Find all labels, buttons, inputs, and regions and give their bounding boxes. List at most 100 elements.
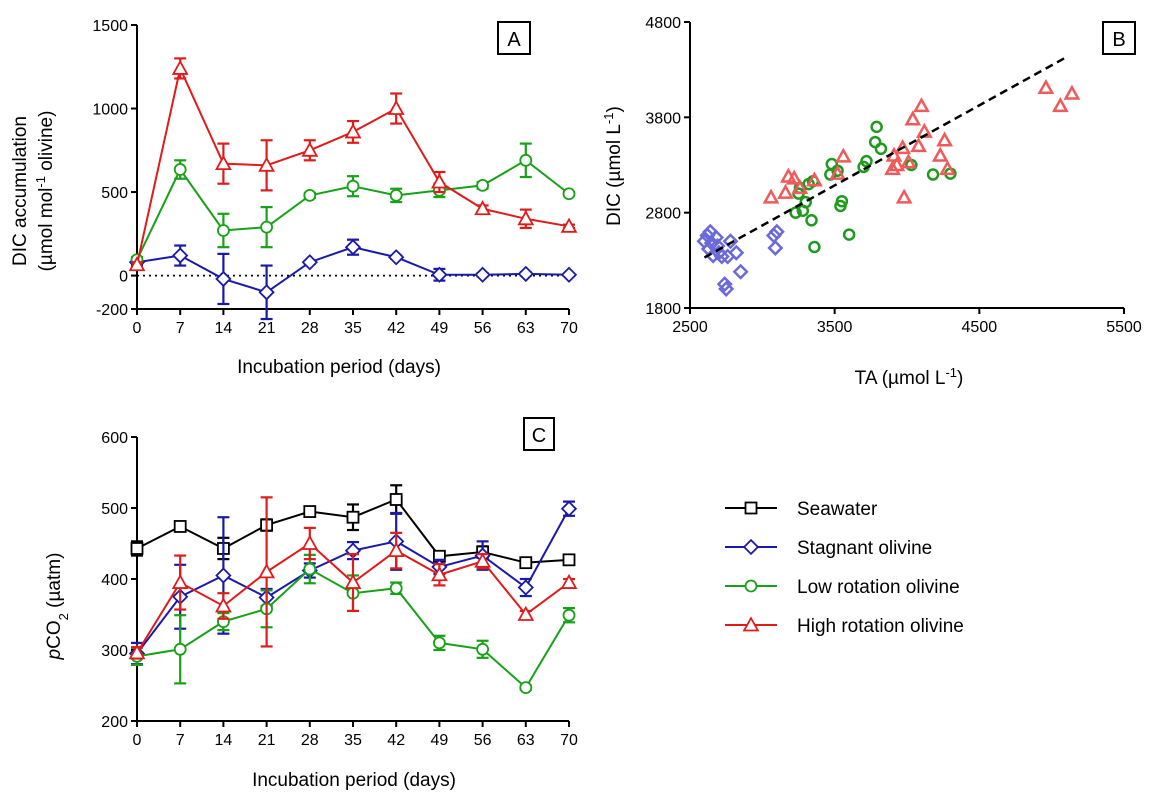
panel-c-point-high_rotation <box>214 597 232 613</box>
legend-label-stagnant: Stagnant olivine <box>797 538 932 559</box>
panel-b-point-scatter_high <box>791 179 809 195</box>
legend-marker-shape-stagnant <box>742 538 760 556</box>
panel-b-point-scatter_stagnant <box>722 233 739 250</box>
panel-b-point-scatter_low <box>799 195 812 209</box>
panel-b-point-scatter_stagnant <box>713 248 730 265</box>
legend: Seawater Stagnant olivine Low rotation o… <box>725 499 964 637</box>
panel-a-point-stagnant <box>344 239 362 256</box>
panel-a-point-stagnant <box>431 266 448 283</box>
panel-b-point-scatter_stagnant <box>718 280 735 297</box>
panel-c-x-tick-label: 21 <box>258 732 276 749</box>
panel-b-trendline <box>703 56 1067 259</box>
panel-b-series-scatter_stagnant <box>696 223 785 297</box>
panel-a-y-tick-label: 0 <box>119 269 128 286</box>
panel-c-x-tick-label: 49 <box>431 732 449 749</box>
svg-text:DIC (µmol L-1): DIC (µmol L-1) <box>601 106 626 226</box>
panel-b-x-tick-label: 4500 <box>962 319 998 336</box>
panel-a-series-line-high_rotation <box>136 65 570 265</box>
panel-c-point-high_rotation <box>258 563 276 579</box>
panel-c-point-high_rotation <box>128 644 146 660</box>
panel-c-point-high_rotation <box>560 573 578 589</box>
panel-c-point-stagnant <box>560 500 578 517</box>
legend-label-low-rotation: Low rotation olivine <box>797 577 960 598</box>
panel-b-series-scatter_low <box>789 120 957 254</box>
panel-a-y-axis-label-line1: DIC accumulation <box>10 116 31 266</box>
panel-c-y-label-sub: 2 <box>56 613 71 620</box>
panel-c-point-high_rotation <box>387 541 405 557</box>
panel-b-y-tick-label: 3800 <box>645 110 681 127</box>
legend-entry-stagnant: Stagnant olivine <box>725 538 932 559</box>
panel-b-point-scatter_high <box>1037 78 1055 95</box>
panel-b-y-tick-label: 1800 <box>645 301 681 318</box>
panel-b-point-scatter_stagnant <box>768 223 785 240</box>
panel-c-x-tick-label: 70 <box>560 732 578 749</box>
panel-c-y-tick-label: 600 <box>101 430 128 447</box>
panel-a-point-high_rotation <box>387 99 405 115</box>
panel-a-x-tick-label: 49 <box>431 320 449 337</box>
panel-b-point-scatter_stagnant <box>709 238 726 255</box>
panel-c-point-low_rotation <box>389 581 403 595</box>
panel-c-y-tick-label: 300 <box>101 643 128 660</box>
panel-a-point-stagnant <box>474 266 491 283</box>
panel-b-point-scatter_stagnant <box>728 244 745 261</box>
panel-b-point-scatter_high <box>910 137 927 153</box>
legend-label-seawater: Seawater <box>797 499 878 520</box>
panel-a-point-low_rotation <box>216 224 230 237</box>
panel-c-plot-area: 0 7 14 21 28 35 42 49 56 63 70 200 300 400 500 600 <box>101 430 578 749</box>
panel-c-y-label-main: CO <box>44 620 65 649</box>
panel-c-point-high_rotation <box>430 566 448 582</box>
panel-b-point-scatter_high <box>785 169 803 185</box>
panel-b-y-tick-label: 4800 <box>645 15 681 32</box>
panel-b-x-tick-label: 3500 <box>817 319 853 336</box>
panel-b-point-scatter_high <box>834 147 852 163</box>
panel-a-point-high_rotation <box>430 173 448 189</box>
panel-b-point-scatter_high <box>931 146 949 162</box>
panel-b-point-scatter_low <box>835 194 849 208</box>
legend-marker-seawater <box>744 501 758 515</box>
panel-a-x-tick-label: 56 <box>474 320 492 337</box>
panel-b-point-scatter_high <box>762 188 780 204</box>
panel-a-point-stagnant <box>215 270 232 288</box>
panel-c-point-high_rotation <box>301 534 319 550</box>
panel-b-x-label-main: TA (µmol L <box>855 368 946 389</box>
panel-b-point-scatter_high <box>904 110 922 126</box>
panel-c-x-tick-label: 0 <box>133 732 142 749</box>
panel-b-point-scatter_stagnant <box>767 239 784 256</box>
panel-c-y-tick-label: 400 <box>101 572 128 589</box>
panel-b-x-label-end: ) <box>957 368 963 389</box>
panel-a-point-high_rotation <box>474 200 492 216</box>
panel-b-point-scatter_low <box>926 168 940 181</box>
legend-marker-low-rotation <box>744 579 758 593</box>
panel-a-point-high_rotation <box>214 154 232 171</box>
panel-a-point-low_rotation <box>346 179 360 193</box>
panel-a-label-box <box>497 21 531 55</box>
panel-b-label: B <box>1112 29 1125 51</box>
panel-b: 2500 3500 4500 5500 1800 2800 3800 4800 TA (µmo… <box>601 15 1142 389</box>
panel-c-point-stagnant <box>215 567 232 584</box>
panel-c-y-axis-label: pCO2 (µatm) <box>44 553 71 661</box>
panel-a-point-stagnant <box>301 254 318 271</box>
panel-c-point-seawater <box>519 556 533 570</box>
panel-c-point-low_rotation <box>173 642 187 656</box>
panel-a-point-low_rotation <box>260 220 274 234</box>
panel-b-point-scatter_high <box>884 159 901 176</box>
panel-c-point-high_rotation <box>171 573 189 589</box>
panel-a-label: A <box>507 29 521 51</box>
panel-b-point-scatter_high <box>1063 84 1081 100</box>
panel-c-label: C <box>532 425 546 447</box>
panel-a-y-tick-label: 1500 <box>92 18 128 35</box>
panel-a-point-stagnant <box>172 247 189 264</box>
panel-a-point-low_rotation <box>519 153 533 167</box>
panel-a-point-stagnant <box>388 249 405 266</box>
legend-entry-high-rotation: High rotation olivine <box>725 616 964 637</box>
panel-c-point-seawater <box>303 505 317 518</box>
panel-b-y-axis-label: DIC (µmol L-1) <box>601 106 626 226</box>
panel-a-y-unit: (µmol mol <box>36 188 57 272</box>
panel-a-series-stagnant <box>128 238 578 321</box>
panel-c-x-tick-label: 35 <box>344 732 362 749</box>
panel-b-x-label-sup: -1 <box>945 365 957 380</box>
panel-b-point-scatter_stagnant <box>716 276 733 293</box>
panel-c-y-tick-label: 200 <box>101 714 128 731</box>
panel-a-x-axis-label: Incubation period (days) <box>237 357 441 378</box>
panel-b-point-scatter_stagnant <box>708 229 725 246</box>
